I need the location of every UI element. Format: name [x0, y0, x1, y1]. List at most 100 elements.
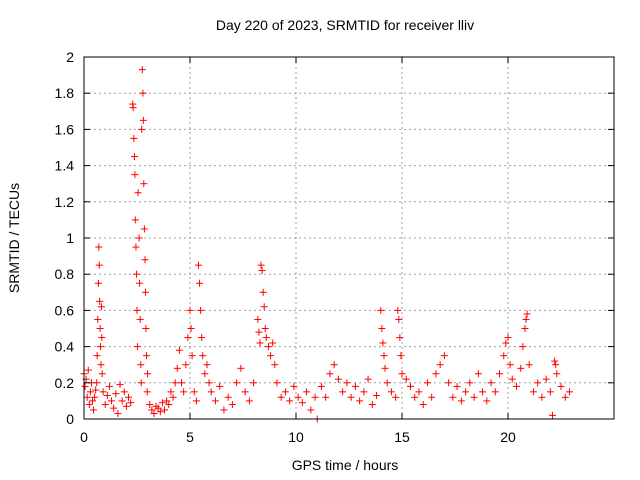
- data-point: [500, 352, 508, 360]
- data-point: [423, 379, 431, 387]
- data-point: [84, 366, 92, 374]
- data-point: [241, 388, 249, 396]
- data-point: [522, 315, 530, 323]
- data-point: [103, 391, 111, 399]
- data-point: [97, 343, 105, 351]
- data-point: [436, 361, 444, 369]
- data-point: [132, 243, 140, 251]
- data-point: [529, 388, 537, 396]
- data-point: [138, 125, 146, 133]
- data-point: [175, 346, 183, 354]
- data-point: [196, 279, 204, 287]
- data-point: [93, 379, 101, 387]
- data-point: [470, 393, 478, 401]
- data-point: [99, 388, 107, 396]
- data-point: [250, 379, 258, 387]
- data-point: [182, 361, 190, 369]
- data-point: [97, 303, 105, 311]
- data-point: [98, 334, 106, 342]
- data-point: [449, 393, 457, 401]
- data-point: [93, 352, 101, 360]
- data-point: [419, 401, 427, 409]
- data-point: [254, 315, 262, 323]
- data-point: [257, 261, 265, 269]
- data-point: [137, 379, 145, 387]
- y-tick-label: 0.8: [55, 266, 75, 282]
- data-point: [392, 393, 400, 401]
- data-point: [397, 352, 405, 360]
- data-point: [148, 406, 156, 414]
- data-point: [255, 328, 263, 336]
- data-point: [83, 393, 91, 401]
- data-point: [190, 388, 198, 396]
- data-point: [120, 388, 128, 396]
- data-point: [428, 393, 436, 401]
- y-tick-label: 0.2: [55, 375, 75, 391]
- data-point: [552, 361, 560, 369]
- data-point: [261, 325, 269, 332]
- y-tick-label: 2: [66, 49, 74, 65]
- data-point: [334, 375, 342, 383]
- x-axis-label: GPS time / hours: [292, 457, 399, 473]
- data-point: [561, 393, 569, 401]
- data-point: [483, 397, 491, 405]
- data-point: [169, 393, 177, 401]
- data-point: [523, 310, 531, 318]
- data-point: [267, 352, 275, 360]
- data-point: [364, 375, 372, 383]
- data-point: [98, 370, 106, 378]
- data-point: [97, 361, 105, 369]
- data-point: [474, 370, 482, 378]
- data-point: [95, 243, 103, 251]
- data-point: [317, 382, 325, 390]
- data-point: [85, 401, 93, 409]
- data-point: [322, 393, 330, 401]
- data-point: [165, 401, 173, 409]
- data-point: [187, 325, 195, 332]
- data-point: [133, 270, 141, 278]
- data-point: [553, 370, 561, 378]
- data-point: [228, 401, 236, 409]
- data-point: [186, 306, 194, 314]
- data-point: [133, 343, 141, 351]
- data-point: [521, 325, 529, 332]
- data-point: [94, 279, 102, 287]
- data-point: [173, 364, 181, 372]
- data-point: [161, 406, 169, 414]
- data-point: [396, 334, 404, 342]
- data-point: [311, 393, 319, 401]
- data-point: [326, 370, 334, 378]
- data-point: [356, 397, 364, 405]
- data-point: [105, 382, 113, 390]
- data-point: [402, 375, 410, 383]
- data-point: [534, 379, 542, 387]
- data-point: [506, 361, 514, 369]
- data-point: [130, 153, 138, 161]
- data-point: [237, 364, 245, 372]
- data-point: [538, 393, 546, 401]
- data-point: [360, 388, 368, 396]
- data-point: [138, 66, 146, 74]
- data-point: [565, 388, 573, 396]
- data-point: [131, 216, 139, 224]
- tick-layer: 00.20.40.60.811.21.41.61.820 5 10 15 20: [55, 49, 614, 445]
- data-point: [136, 315, 144, 323]
- data-point: [491, 388, 499, 396]
- data-point: [271, 361, 279, 369]
- data-points-layer: [80, 66, 573, 423]
- data-point: [542, 375, 550, 383]
- data-point: [112, 390, 120, 398]
- data-point: [378, 325, 386, 332]
- data-point: [135, 234, 143, 242]
- y-tick-label: 1.8: [55, 85, 75, 101]
- data-point: [96, 325, 104, 332]
- data-point: [211, 397, 219, 405]
- data-point: [394, 306, 402, 314]
- data-point: [406, 382, 414, 390]
- data-point: [277, 393, 285, 401]
- data-point: [144, 370, 152, 378]
- data-point: [140, 225, 148, 233]
- data-point: [487, 379, 495, 387]
- data-point: [273, 379, 281, 387]
- data-point: [303, 388, 311, 396]
